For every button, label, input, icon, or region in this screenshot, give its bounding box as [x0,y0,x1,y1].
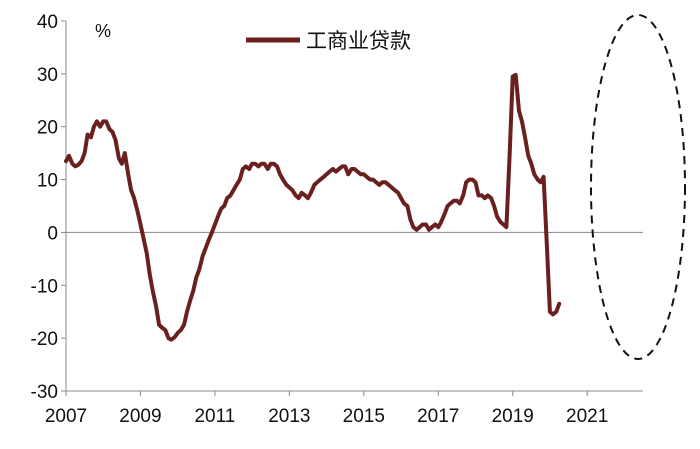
y-tick-label: 30 [37,65,58,86]
y-tick-label: 0 [47,223,58,244]
x-tick-label: 2017 [417,406,459,427]
x-tick-label: 2011 [194,406,235,427]
x-tick-label: 2013 [268,406,310,427]
axes [65,21,643,392]
y-tick-label: -20 [31,329,58,350]
series-layer [64,72,562,342]
y-tick-label: 10 [37,171,58,192]
legend-label: 工商业贷款 [306,29,411,53]
y-tick-label: 20 [37,118,58,139]
x-tick-label: 2009 [119,406,161,427]
y-unit-label: % [95,21,111,41]
highlight-ellipse [590,14,686,360]
x-tick-label: 2019 [492,406,534,427]
x-axis-ticks: 2007 2009 2011 2013 2015 2017 2019 2021 [45,391,608,427]
y-axis-ticks: 40 30 20 10 0 -10 -20 -30 [31,12,66,403]
y-tick-label: -10 [31,276,58,297]
x-tick-label: 2007 [45,406,87,427]
y-tick-label: -30 [31,382,58,403]
series-line [64,72,562,342]
x-tick-label: 2015 [343,406,385,427]
x-tick-label: 2021 [566,406,608,427]
legend: 工商业贷款 [246,29,411,53]
y-tick-label: 40 [37,12,58,33]
